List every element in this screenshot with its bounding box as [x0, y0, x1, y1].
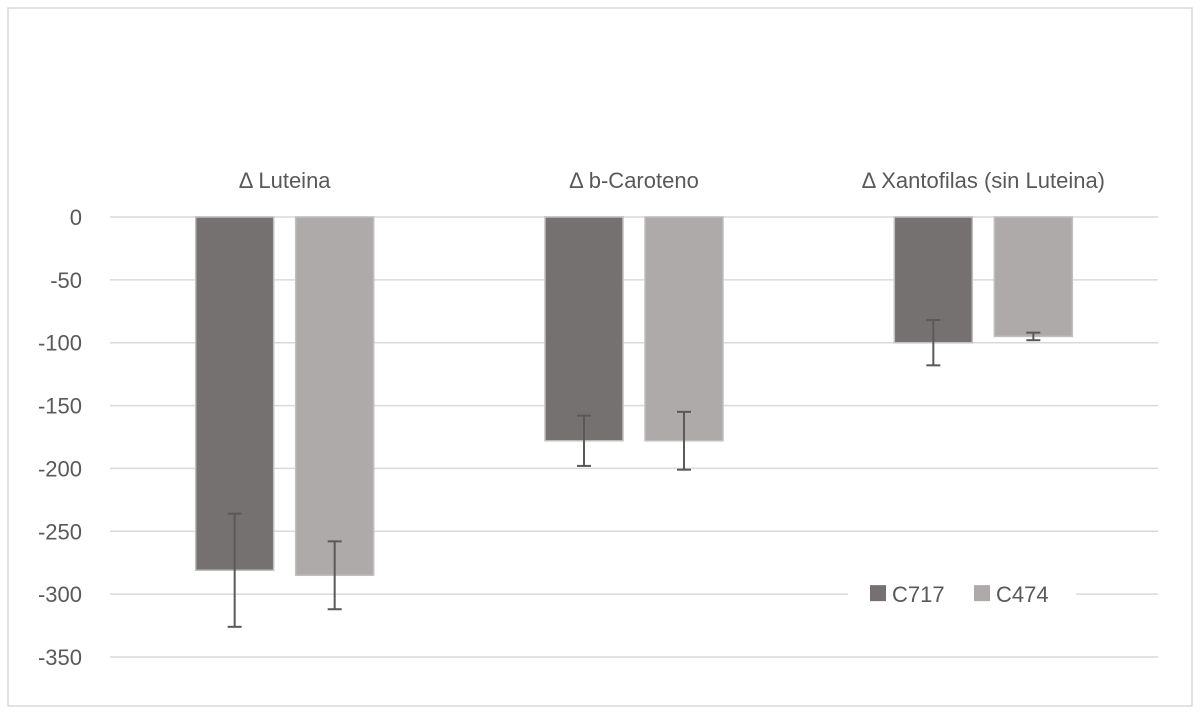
y-tick-label: -50 — [50, 268, 82, 293]
y-tick-label: -250 — [38, 519, 82, 544]
legend-label-c717: C717 — [892, 582, 945, 607]
bars — [194, 216, 1074, 577]
category-labels: Δ Luteina Δ b-Caroteno Δ Xantofilas (sin L… — [239, 168, 1105, 193]
legend-swatch-c474 — [974, 585, 990, 602]
category-label: Δ Luteina — [239, 168, 332, 193]
legend-label-c474: C474 — [996, 582, 1049, 607]
bar-c474 — [294, 216, 375, 577]
y-tick-label: -100 — [38, 331, 82, 356]
y-tick-label: -350 — [38, 645, 82, 670]
bar-c717 — [544, 216, 624, 442]
y-tick-label: -150 — [38, 394, 82, 419]
error-bars — [227, 319, 1041, 628]
y-tick-label: -300 — [38, 582, 82, 607]
y-tick-label: -200 — [38, 456, 82, 481]
y-axis-ticks: 0 -50 -100 -150 -200 -250 -300 -350 — [38, 205, 82, 670]
bar-c474 — [644, 216, 724, 442]
y-tick-label: 0 — [70, 205, 82, 230]
bar-c717 — [194, 216, 275, 572]
legend: C717 C474 — [848, 578, 1076, 611]
bar-c474 — [993, 216, 1074, 338]
legend-swatch-c717 — [870, 585, 886, 602]
category-label: Δ Xantofilas (sin Luteina) — [862, 168, 1105, 193]
category-label: Δ b-Caroteno — [569, 168, 699, 193]
